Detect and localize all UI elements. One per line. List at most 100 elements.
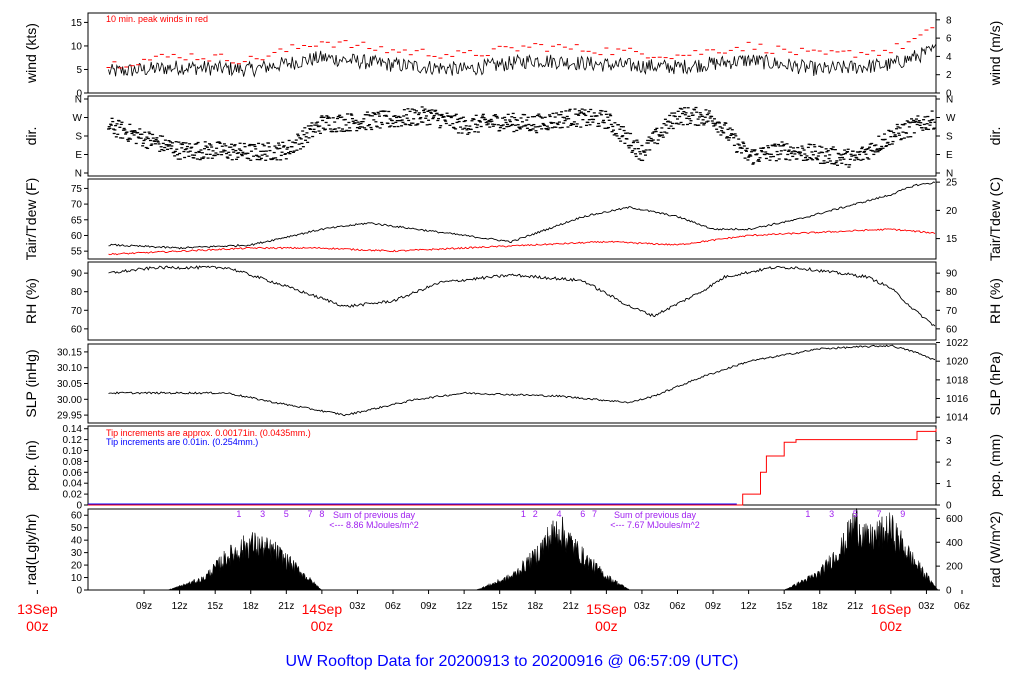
pcp-left-tick-label: 0.02 — [63, 490, 83, 501]
pcp-left-tick-label: 0.08 — [63, 457, 83, 468]
x-day-hour: 00z — [26, 618, 49, 634]
pcp-left-tick-label: 0.06 — [63, 468, 83, 479]
rh-right-tick-label: 70 — [946, 306, 958, 317]
x-hour-label: 15z — [492, 601, 508, 612]
pcp-right-tick-label: 3 — [946, 436, 952, 447]
slp-left-tick-label: 30.00 — [57, 395, 82, 406]
rad-hour-mark: 7 — [876, 509, 881, 519]
rad-hour-mark: 8 — [319, 509, 324, 519]
dir-right-tick-label: N — [946, 95, 953, 106]
x-day-date: 16Sep — [871, 601, 912, 617]
temperature-left-tick-label: 55 — [71, 247, 83, 258]
dir-left-tick-label: N — [75, 169, 82, 180]
x-hour-label: 21z — [847, 601, 863, 612]
rad-right-tick-label: 600 — [946, 514, 963, 525]
wind-mean-line — [108, 43, 937, 78]
x-hour-label: 12z — [741, 601, 757, 612]
rad-annotation-value: <--- 7.67 MJoules/m^2 — [610, 520, 700, 530]
temperature-frame — [87, 178, 937, 260]
slp-right-tick-label: 1016 — [946, 394, 969, 405]
rad-day-3 — [784, 508, 939, 591]
rad-hour-mark: 4 — [556, 509, 561, 519]
pcp-right-tick-label: 0 — [946, 501, 952, 512]
rh-left-tick-label: 80 — [71, 287, 83, 298]
rad-left-tick-label: 40 — [71, 536, 83, 547]
rad-ylabel-right: rad (W/m^2) — [987, 511, 1003, 588]
rad-hour-mark: 6 — [580, 509, 585, 519]
rad-hour-mark: 9 — [900, 509, 905, 519]
x-hour-label: 21z — [278, 601, 294, 612]
dir-right-tick-label: E — [946, 150, 953, 161]
pcp-right-tick-label: 1 — [946, 479, 952, 490]
temperature-right-tick-label: 20 — [946, 206, 958, 217]
panel-temperature: 55 60 65 70 75 15 20 25 Tair/Tdew (F) Tair/Tdew (… — [23, 177, 1003, 261]
rad-hour-mark: 3 — [260, 509, 265, 519]
rad-left-tick-label: 30 — [71, 548, 83, 559]
rh-line — [108, 265, 936, 327]
rh-left-tick-label: 70 — [71, 306, 83, 317]
x-hour-label: 09z — [705, 601, 721, 612]
rad-hour-mark: 1 — [805, 509, 810, 519]
rad-hour-mark: 7 — [307, 509, 312, 519]
slp-frame — [87, 343, 937, 424]
footer-title: UW Rooftop Data for 20200913 to 20200916… — [286, 653, 739, 670]
hour-labels: 09z 12z 15z 18z 21z 03z 06z 09z 12z 15z 18z 21z 03z 0… — [136, 590, 970, 612]
x-hour-label: 09z — [421, 601, 437, 612]
pcp-ylabel-right: pcp. (mm) — [987, 434, 1003, 497]
x-hour-label: 18z — [243, 601, 259, 612]
dir-frame — [87, 95, 937, 177]
rad-annotation-title: Sum of previous day — [614, 510, 697, 520]
x-hour-label: 12z — [456, 601, 472, 612]
rh-right-tick-label: 80 — [946, 287, 958, 298]
wind-left-tick-label: 5 — [76, 65, 82, 76]
slp-ylabel-right: SLP (hPa) — [987, 351, 1003, 415]
rh-right-tick-label: 90 — [946, 269, 958, 280]
rad-annotation-title: Sum of previous day — [333, 510, 416, 520]
rad-ylabel-left: rad(Lgly/hr) — [23, 514, 39, 586]
x-hour-label: 15z — [776, 601, 792, 612]
x-day-date: 13Sep — [17, 601, 58, 617]
slp-line — [108, 344, 936, 417]
x-hour-label: 06z — [385, 601, 401, 612]
wind-frame — [87, 12, 937, 94]
rad-hour-mark: 3 — [829, 509, 834, 519]
dir-ylabel-left: dir. — [23, 127, 39, 146]
rh-left-tick-label: 60 — [71, 324, 83, 335]
wind-right-tick-label: 4 — [946, 52, 952, 63]
x-hour-label: 03z — [349, 601, 365, 612]
panel-slp: 29.95 30.00 30.05 30.10 30.15 1014 1016 1018 102… — [23, 338, 1003, 424]
wind-right-tick-label: 2 — [946, 70, 952, 81]
dir-right-tick-label: S — [946, 132, 953, 143]
rad-right-tick-label: 400 — [946, 538, 963, 549]
temperature-left-tick-label: 65 — [71, 215, 83, 226]
pcp-left-tick-label: 0.04 — [63, 479, 83, 490]
x-hour-label: 18z — [812, 601, 828, 612]
pcp-right-tick-label: 2 — [946, 458, 952, 469]
slp-right-tick-label: 1020 — [946, 357, 969, 368]
temperature-left-tick-label: 60 — [71, 231, 83, 242]
pcp-note-red: Tip increments are approx. 0.00171in. (0… — [106, 428, 311, 438]
rh-right-tick-label: 60 — [946, 324, 958, 335]
pcp-left-tick-label: 0.14 — [63, 424, 83, 435]
x-hour-label: 09z — [136, 601, 152, 612]
rad-right-tick-label: 0 — [946, 586, 952, 597]
slp-left-tick-label: 29.95 — [57, 411, 82, 422]
rad-left-tick-label: 50 — [71, 523, 83, 534]
slp-ylabel-left: SLP (inHg) — [23, 349, 39, 417]
temperature-ylabel-right: Tair/Tdew (C) — [987, 177, 1003, 261]
x-day-hour: 00z — [311, 618, 334, 634]
x-day-hour: 00z — [880, 618, 903, 634]
rad-hour-mark: 7 — [592, 509, 597, 519]
x-hour-label: 06z — [954, 601, 970, 612]
rad-annotation-value: <--- 8.86 MJoules/m^2 — [329, 520, 419, 530]
wind-left-tick-label: 10 — [71, 41, 83, 52]
rad-left-tick-label: 0 — [76, 586, 82, 597]
dir-left-tick-label: N — [75, 95, 82, 106]
dir-right-tick-label: N — [946, 169, 953, 180]
slp-left-tick-label: 30.15 — [57, 347, 82, 358]
